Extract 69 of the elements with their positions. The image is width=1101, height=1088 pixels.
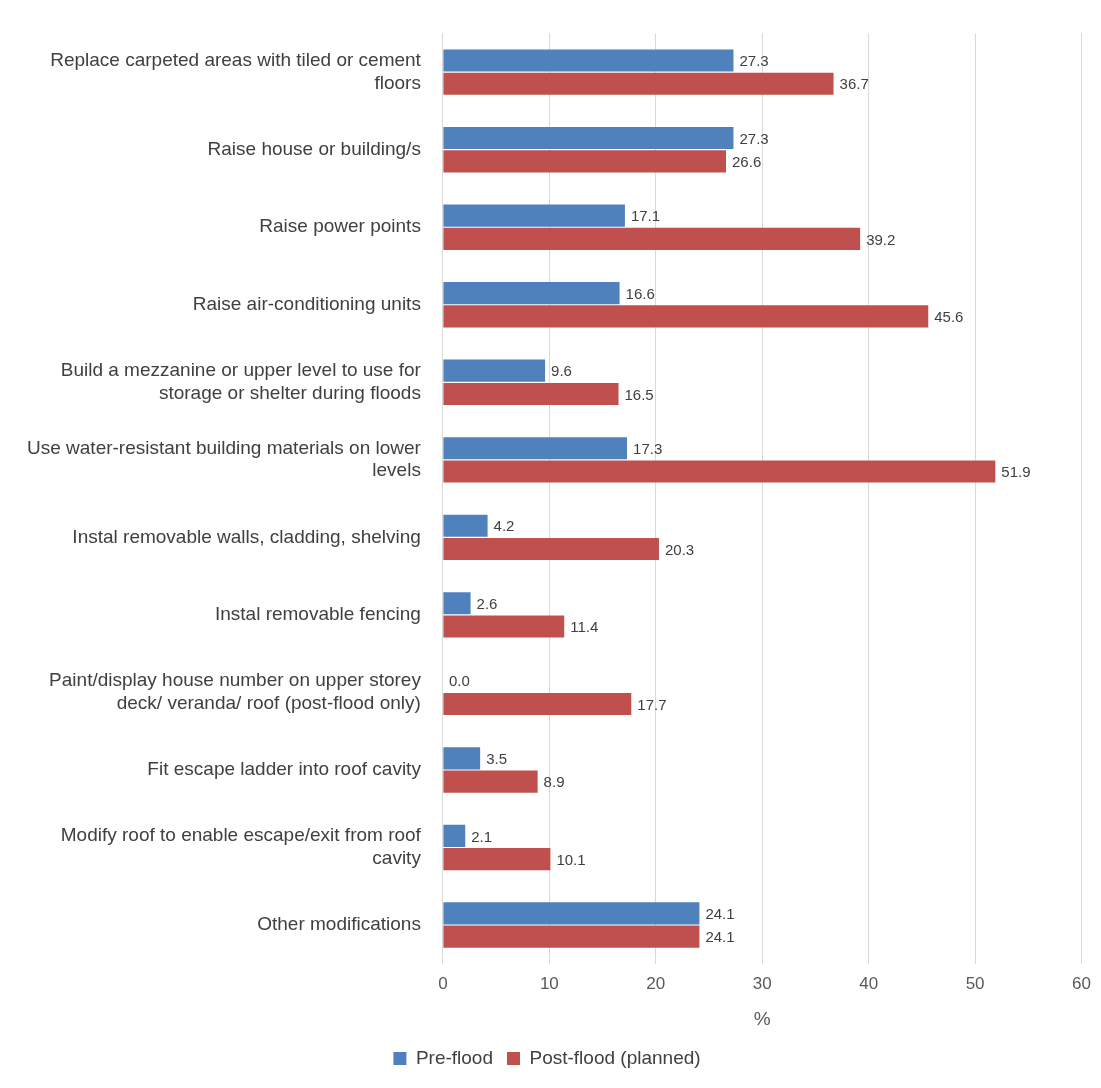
bar xyxy=(443,227,861,250)
data-label: 20.3 xyxy=(664,540,695,558)
bar xyxy=(443,382,619,405)
data-label: 17.7 xyxy=(637,695,667,713)
data-label: 10.1 xyxy=(556,850,586,868)
data-label: 39.2 xyxy=(866,230,896,248)
legend-label: Pre-flood xyxy=(415,1046,494,1068)
bar xyxy=(443,592,471,615)
x-tick-label: 40 xyxy=(859,973,879,993)
y-tick-label: Other modifications xyxy=(257,913,421,935)
bar xyxy=(443,460,996,483)
bar xyxy=(443,305,929,328)
bar xyxy=(443,49,734,72)
data-label: 9.6 xyxy=(551,362,572,380)
bar xyxy=(443,848,551,871)
bar xyxy=(443,925,700,948)
data-label: 24.1 xyxy=(705,928,735,946)
data-label: 4.2 xyxy=(493,517,515,535)
y-tick-label: Instal removable fencing xyxy=(214,603,421,625)
data-label: 27.3 xyxy=(739,52,769,70)
data-label: 16.6 xyxy=(625,284,655,302)
data-label: 24.1 xyxy=(705,905,735,923)
bar xyxy=(443,72,834,95)
y-tick-label: Build a mezzanine or upper level to use for storage or shelter during floods xyxy=(60,359,422,403)
bar xyxy=(443,127,734,150)
x-tick-label: 0 xyxy=(438,973,448,993)
bar xyxy=(443,204,625,227)
bar xyxy=(443,150,727,173)
y-tick-label: Raise house or building/s xyxy=(207,137,421,159)
data-label: 26.6 xyxy=(732,152,762,170)
bar xyxy=(443,902,700,925)
data-label: 51.9 xyxy=(1001,463,1031,481)
x-tick-label: 50 xyxy=(965,973,985,993)
data-label: 17.1 xyxy=(630,207,661,225)
bar xyxy=(443,437,628,460)
y-tick-label: Use water-resistant building materials on lower levels xyxy=(27,436,422,481)
x-tick-label: 10 xyxy=(539,973,559,993)
bar xyxy=(443,514,488,537)
y-tick-label: Replace carpeted areas with tiled or cement floors xyxy=(50,49,422,93)
bar xyxy=(443,693,632,716)
bar xyxy=(443,824,466,847)
bar xyxy=(443,282,620,305)
data-label: 2.6 xyxy=(476,594,498,612)
bar xyxy=(443,615,565,638)
bar xyxy=(443,359,546,382)
data-label: 17.3 xyxy=(633,439,663,457)
data-label: 11.4 xyxy=(570,618,599,636)
y-tick-label: Modify roof to enable escape/exit from roof cavity xyxy=(60,824,422,869)
data-label: 16.5 xyxy=(624,385,654,403)
data-label: 0.0 xyxy=(448,672,470,690)
y-tick-label: Fit escape ladder into roof cavity xyxy=(147,758,422,780)
data-label: 2.1 xyxy=(471,827,493,845)
data-label: 3.5 xyxy=(486,749,507,767)
y-tick-label: Raise power points xyxy=(259,215,421,237)
bar xyxy=(443,537,659,561)
data-label: 8.9 xyxy=(543,773,565,791)
x-tick-label: 20 xyxy=(646,973,666,993)
bar xyxy=(443,747,481,770)
x-tick-label: 30 xyxy=(752,973,772,993)
data-label: 45.6 xyxy=(934,308,964,326)
x-axis-title: % xyxy=(753,1007,771,1029)
y-tick-label: Raise air-conditioning units xyxy=(192,293,421,314)
data-label: 36.7 xyxy=(839,75,869,93)
legend-label: Post-flood (planned) xyxy=(529,1046,701,1068)
data-label: 27.3 xyxy=(739,129,769,147)
bar xyxy=(443,770,538,793)
y-tick-label: Instal removable walls, cladding, shelving xyxy=(72,525,421,547)
y-tick-label: Paint/display house number on upper storey deck/ veranda/ roof (post-flood only) xyxy=(49,669,422,714)
x-tick-label: 60 xyxy=(1072,973,1092,993)
